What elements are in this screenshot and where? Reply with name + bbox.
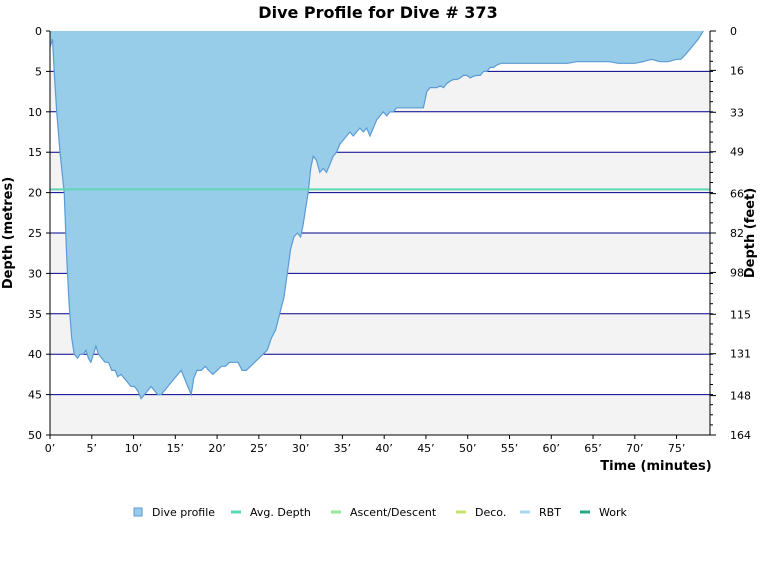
x-tick-label: 65’: [584, 442, 602, 455]
x-tick-label: 60’: [543, 442, 561, 455]
legend-label: Ascent/Descent: [350, 506, 437, 519]
y-right-tick-label: 131: [730, 348, 751, 361]
legend-label: RBT: [539, 506, 561, 519]
x-tick-label: 0’: [45, 442, 56, 455]
y-right-tick-label: 115: [730, 308, 751, 321]
x-tick-label: 55’: [501, 442, 519, 455]
legend: Dive profile Avg. Depth Ascent/Descent Deco…: [133, 506, 627, 519]
y-right-axis-ticks: 0 16 33 49 66 82 98 115 131 148 164: [710, 25, 751, 442]
y-left-tick-label: 30: [28, 267, 42, 280]
x-tick-label: 30’: [292, 442, 310, 455]
legend-label: Avg. Depth: [250, 506, 311, 519]
y-right-tick-label: 66: [730, 188, 744, 201]
y-left-tick-label: 40: [28, 348, 42, 361]
legend-label: Work: [599, 506, 627, 519]
dive-profile-area: [49, 30, 704, 400]
y-right-tick-label: 49: [730, 146, 744, 159]
x-axis-title: Time (minutes): [600, 459, 711, 474]
y-right-tick-label: 33: [730, 106, 744, 119]
x-tick-label: 5’: [87, 442, 98, 455]
x-axis-ticks: 0’ 5’ 10’ 15’ 20’ 25’ 30’ 35’ 40’ 45’ 50’ 55’ 60’ 65’…: [45, 435, 686, 455]
y-right-tick-label: 98: [730, 266, 744, 279]
y-left-tick-label: 15: [28, 146, 42, 159]
x-tick-label: 70’: [626, 442, 644, 455]
y-left-tick-label: 20: [28, 187, 42, 200]
x-tick-label: 45’: [417, 442, 435, 455]
x-tick-label: 25’: [250, 442, 268, 455]
y-left-tick-label: 45: [28, 389, 42, 402]
x-tick-label: 15’: [167, 442, 185, 455]
x-tick-label: 35’: [334, 442, 352, 455]
y-right-tick-label: 148: [730, 390, 751, 403]
y-left-axis-ticks: 0 5 10 15 20 25 30 35 40 45 50: [28, 25, 50, 442]
x-tick-label: 50’: [459, 442, 477, 455]
x-tick-label: 40’: [375, 442, 393, 455]
dive-profile-outline: [49, 30, 704, 400]
dive-profile-fill: [50, 31, 704, 399]
y-right-tick-label: 16: [730, 64, 744, 77]
y-left-tick-label: 25: [28, 227, 42, 240]
legend-swatch: [133, 507, 143, 517]
y-left-tick-label: 10: [28, 106, 42, 119]
y-left-tick-label: 50: [28, 429, 42, 442]
plot-band: [50, 394, 710, 435]
x-tick-label: 10’: [125, 442, 143, 455]
y-left-tick-label: 5: [35, 65, 42, 78]
y-right-tick-label: 0: [730, 25, 737, 38]
x-tick-label: 75’: [668, 442, 686, 455]
y-right-tick-label: 164: [730, 429, 751, 442]
y-right-tick-label: 82: [730, 227, 744, 240]
y-left-axis-title: Depth (metres): [1, 177, 16, 289]
y-left-tick-label: 35: [28, 308, 42, 321]
x-tick-label: 20’: [208, 442, 226, 455]
y-right-axis-title: Depth (feet): [743, 188, 758, 278]
legend-label: Deco.: [475, 506, 506, 519]
y-left-tick-label: 0: [35, 25, 42, 38]
legend-label: Dive profile: [152, 506, 215, 519]
chart-title: Dive Profile for Dive # 373: [258, 3, 497, 22]
